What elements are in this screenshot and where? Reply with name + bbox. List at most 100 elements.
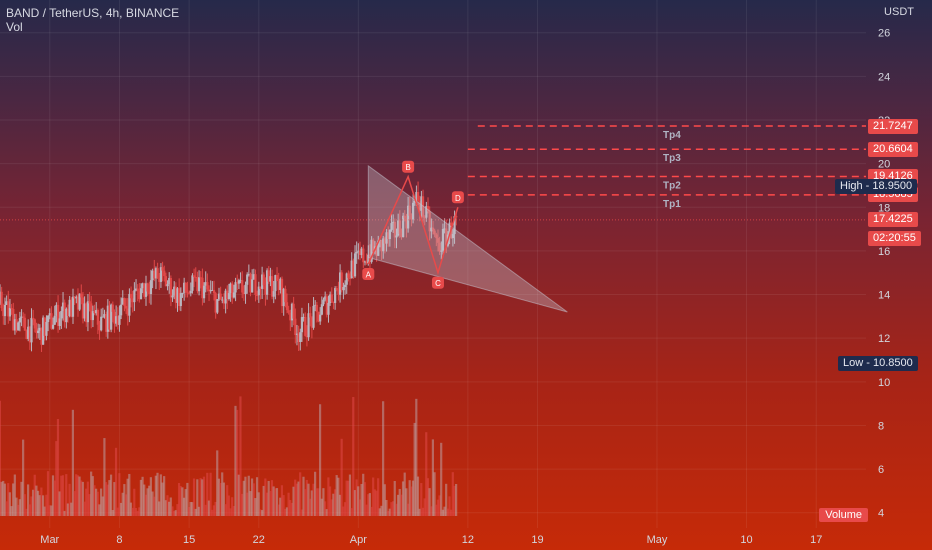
volume-bar <box>207 500 211 516</box>
candle-up <box>378 240 382 242</box>
volume-bar <box>184 489 187 516</box>
candle-up <box>367 254 370 264</box>
candle-down <box>138 291 141 300</box>
candle-up <box>120 304 123 316</box>
volume-bar <box>275 488 279 516</box>
volume-bar <box>304 489 307 516</box>
volume-bar <box>270 480 274 516</box>
volume-bar <box>8 492 11 516</box>
y-tick-label: 26 <box>878 28 890 40</box>
candle-down <box>455 216 458 218</box>
volume-bar <box>232 505 235 516</box>
candle-up <box>17 322 20 331</box>
candle-down <box>352 260 355 277</box>
volume-bar <box>139 479 143 516</box>
candle-down <box>124 305 128 309</box>
volume-bar <box>204 504 207 516</box>
volume-bar <box>197 506 201 516</box>
candle-up <box>217 293 221 300</box>
volume-bar <box>234 405 237 516</box>
candle-down <box>294 318 297 335</box>
volume-bar <box>323 501 327 516</box>
volume-bar <box>85 488 88 516</box>
volume-bar <box>211 509 214 516</box>
candle-down <box>305 335 309 338</box>
pattern-point-b: B <box>402 160 415 173</box>
x-tick-label: 12 <box>462 534 474 546</box>
candle-down <box>241 280 244 293</box>
candle-down <box>264 285 267 295</box>
candle-up <box>246 274 249 285</box>
candle-down <box>10 307 13 309</box>
candle-up <box>91 311 95 321</box>
candle-down <box>156 268 159 279</box>
y-tick-label: 8 <box>878 420 884 432</box>
candle-up <box>274 275 277 292</box>
candle-up <box>299 332 302 343</box>
candle-down <box>184 282 187 293</box>
candle-up <box>71 296 75 317</box>
volume-bar <box>418 508 421 516</box>
volume-bar <box>315 488 318 516</box>
volume-bar <box>400 494 403 516</box>
triangle-pattern <box>367 164 568 313</box>
volume-bar <box>405 488 408 516</box>
volume-bar <box>60 475 63 516</box>
volume-bar <box>332 493 335 516</box>
candle-up <box>27 326 30 339</box>
volume-bar <box>259 509 262 516</box>
high-price-tag: High - 18.9500 <box>835 179 918 195</box>
candle-down <box>161 267 164 271</box>
candle-up <box>221 299 224 301</box>
volume-bar <box>265 492 269 516</box>
volume-bar <box>43 506 46 516</box>
price-unit-label[interactable]: USDT <box>884 6 914 18</box>
volume-bar <box>91 476 94 516</box>
candle-up <box>55 304 58 316</box>
volume-bar <box>35 485 38 516</box>
volume-bar <box>299 472 302 516</box>
candle-up <box>239 280 242 282</box>
volume-bar <box>158 501 161 516</box>
volume-bar <box>255 477 259 516</box>
volume-bar <box>101 496 104 516</box>
candle-down <box>270 276 274 297</box>
symbol-title: BAND / TetherUS, 4h, BINANCE <box>6 6 180 20</box>
volume-bar <box>300 509 303 516</box>
volume-bar <box>78 476 81 516</box>
volume-bar <box>352 397 355 516</box>
candle-down <box>249 273 252 293</box>
candle-down <box>50 313 53 329</box>
candle-up <box>440 250 443 252</box>
volume-bar <box>262 485 265 516</box>
volume-bar <box>76 475 79 516</box>
candle-up <box>100 316 103 331</box>
candle-down <box>400 233 403 238</box>
volume-bar <box>56 418 60 516</box>
volume-bar <box>81 481 84 516</box>
volume-bar <box>267 480 270 516</box>
candle-up <box>179 293 182 307</box>
volume-bar <box>118 473 121 516</box>
candle-down <box>445 228 448 246</box>
volume-bar <box>307 483 310 516</box>
volume-bar <box>290 502 293 516</box>
candle-down <box>196 277 199 292</box>
candle-up <box>232 292 236 298</box>
volume-bar <box>28 504 31 516</box>
countdown-tag: 02:20:55 <box>868 230 921 246</box>
volume-bar <box>310 490 313 516</box>
x-tick-label: 8 <box>116 534 122 546</box>
volume-bar <box>38 495 41 516</box>
pattern-point-label: D <box>455 194 461 203</box>
candle-up <box>68 299 71 317</box>
candle-up <box>110 304 113 330</box>
candle-up <box>415 192 418 202</box>
candle-up <box>392 221 395 224</box>
volume-bar <box>249 491 252 516</box>
volume-bar <box>70 502 73 516</box>
volume-bar <box>189 502 192 516</box>
volume-bar <box>436 499 439 516</box>
